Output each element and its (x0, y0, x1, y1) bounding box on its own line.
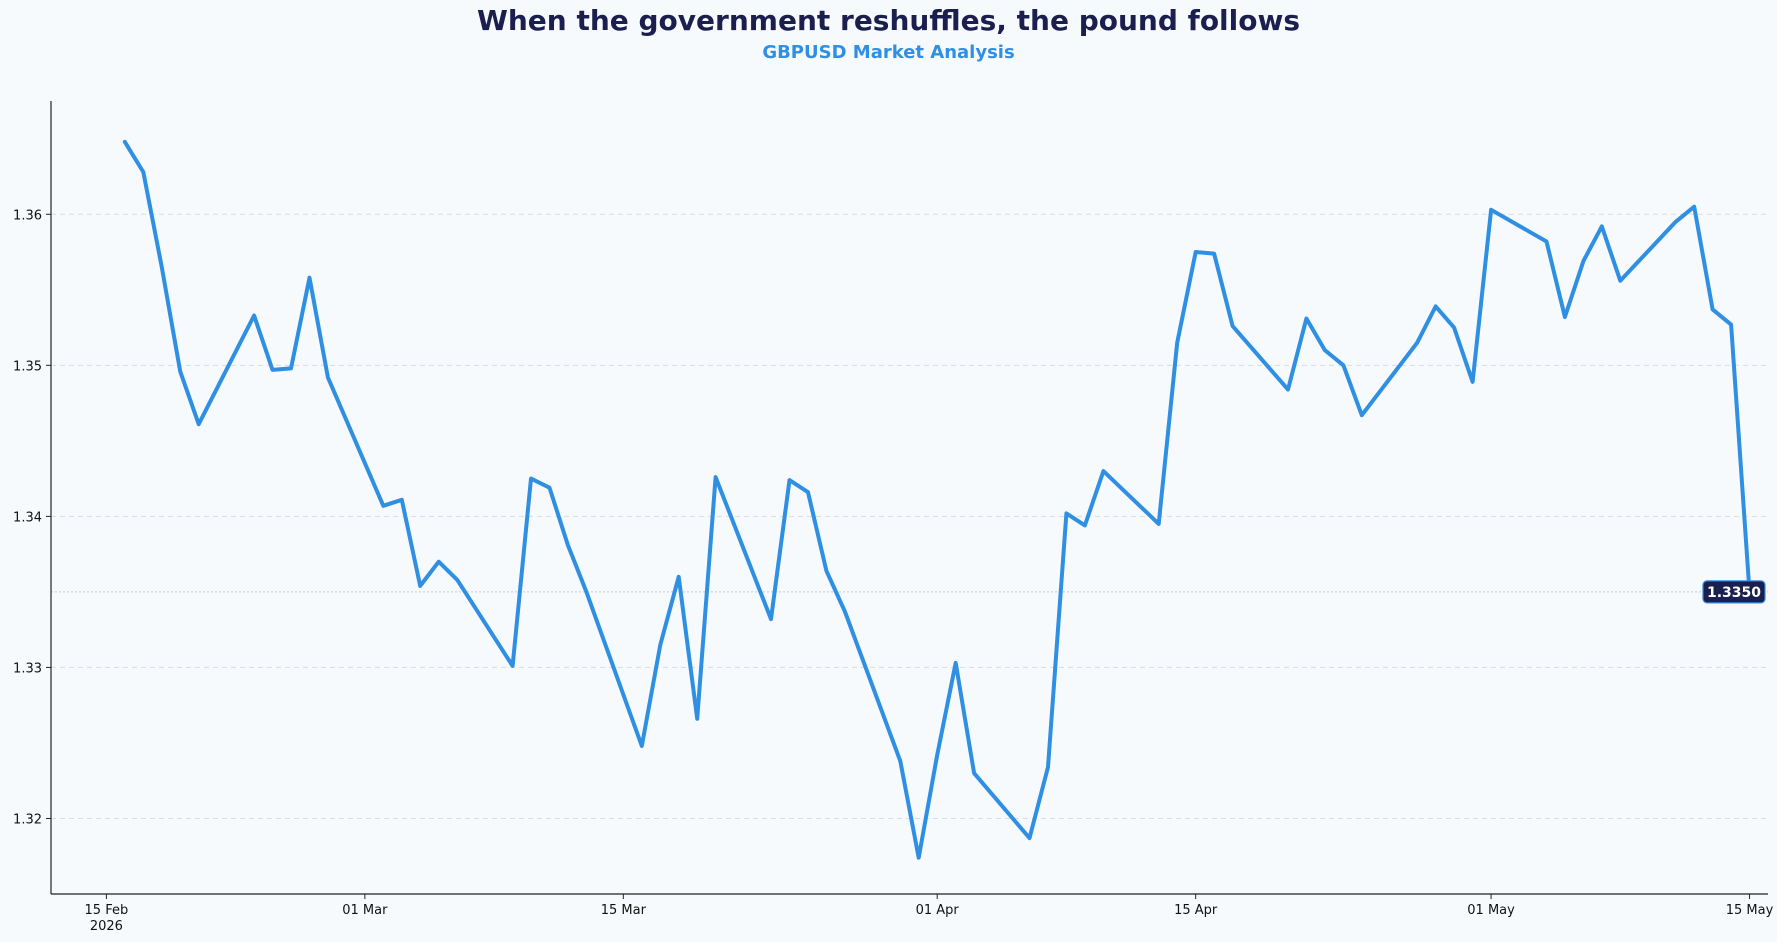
x-tick-label: 15 Feb (85, 903, 129, 918)
last-value-badge: 1.3350 (1702, 580, 1766, 604)
x-tick-label: 15 Apr (1174, 903, 1218, 918)
x-tick-label: 15 May (1726, 903, 1774, 918)
y-tick-label: 1.35 (13, 359, 42, 374)
y-tick-label: 1.33 (13, 661, 42, 676)
last-value-label: 1.3350 (1707, 585, 1761, 601)
last-value-badge-box (1702, 580, 1766, 604)
y-tick-label: 1.36 (13, 208, 42, 223)
chart-title: When the government reshuffles, the poun… (476, 4, 1301, 37)
y-tick-label: 1.32 (13, 812, 42, 827)
axes (50, 101, 1768, 895)
chart-subtitle: GBPUSD Market Analysis (762, 42, 1015, 63)
x-tick-label: 15 Mar (601, 903, 647, 918)
series-line (122, 139, 1752, 860)
x-tick-label: 01 Apr (916, 903, 960, 918)
x-tick-label: 01 May (1467, 903, 1515, 918)
gridlines (51, 213, 1768, 819)
series-layer (122, 139, 1752, 860)
x-tick-sublabel: 2026 (90, 919, 123, 934)
x-tick-label: 01 Mar (342, 903, 388, 918)
y-axis-ticks: 1.32 1.33 1.34 1.35 1.36 (13, 208, 51, 827)
y-tick-label: 1.34 (13, 510, 42, 525)
